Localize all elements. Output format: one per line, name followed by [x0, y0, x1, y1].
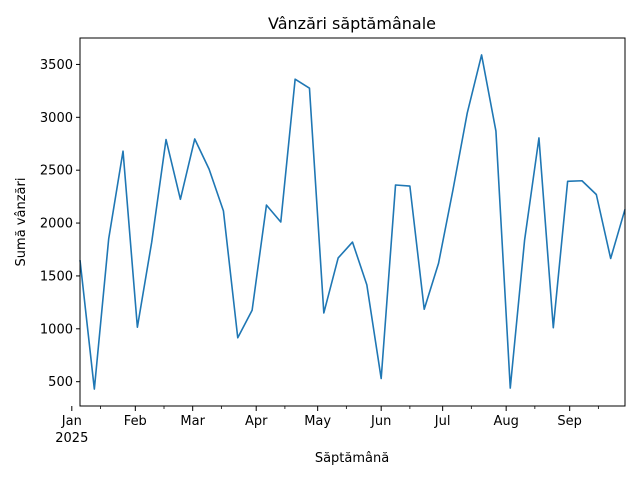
y-tick-label: 1000	[40, 322, 73, 337]
x-axis-title: Săptămână	[315, 451, 389, 466]
plot-area	[79, 54, 626, 390]
y-axis: 500 1000 1500 2000 2500 3000 3500	[40, 58, 80, 390]
plot-frame	[79, 37, 626, 407]
x-tick-label: Aug	[493, 414, 518, 429]
y-tick-label: 1500	[40, 269, 73, 284]
y-tick-label: 3500	[40, 58, 73, 73]
x-axis: Jan 2025 Feb Mar Apr May Jun Jul Aug Sep	[55, 406, 599, 446]
x-tick-label: Jul	[434, 414, 451, 429]
x-tick-label: Feb	[124, 414, 147, 429]
y-tick-label: 2000	[40, 217, 73, 232]
x-tick-label: Mar	[180, 414, 205, 429]
x-tick-label: Jan	[61, 414, 82, 429]
x-tick-label: Apr	[245, 414, 268, 429]
y-tick-label: 2500	[40, 164, 73, 179]
sales-line	[79, 54, 626, 390]
x-tick-label: Sep	[557, 414, 582, 429]
chart-title: Vânzări săptămânale	[268, 14, 436, 33]
y-axis-title: Sumă vânzări	[14, 178, 29, 267]
x-tick-label: Jun	[370, 414, 391, 429]
y-tick-label: 500	[48, 375, 73, 390]
y-tick-label: 3000	[40, 111, 73, 126]
x-tick-label: May	[304, 414, 331, 429]
x-tick-year-label: 2025	[55, 431, 88, 446]
